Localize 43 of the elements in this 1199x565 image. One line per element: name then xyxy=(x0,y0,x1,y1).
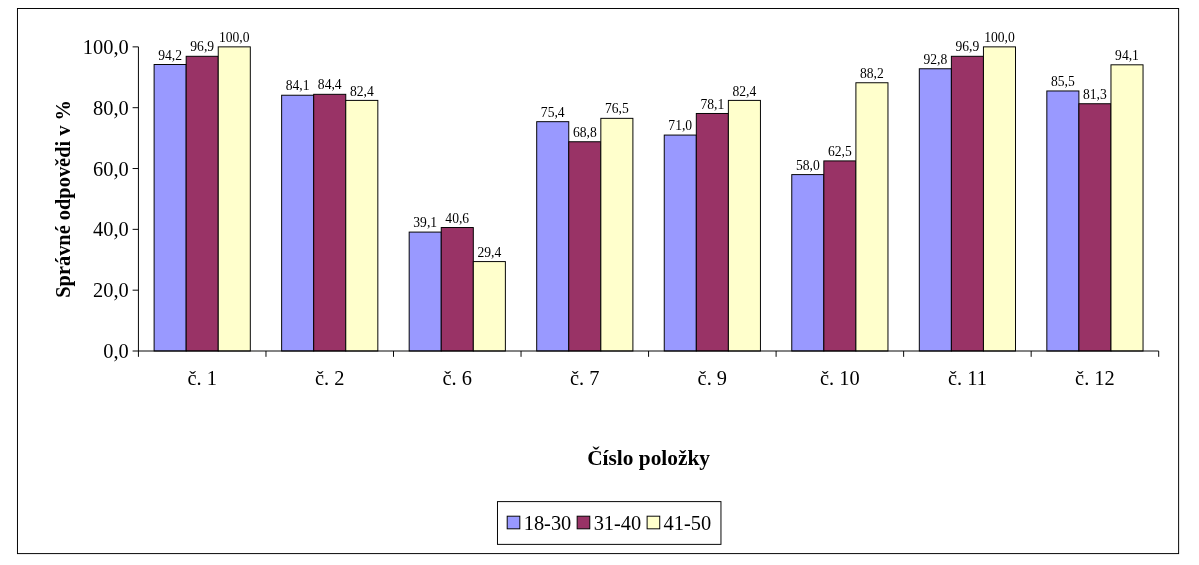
data-label: 92,8 xyxy=(923,51,948,67)
data-label: 40,6 xyxy=(445,210,470,226)
data-label: 68,8 xyxy=(572,124,597,140)
y-tick-label: 100,0 xyxy=(82,36,129,59)
y-tick-label: 40,0 xyxy=(93,218,129,241)
x-axis-title: Číslo položky xyxy=(587,445,711,470)
data-label: 29,4 xyxy=(477,244,502,260)
data-label: 84,1 xyxy=(285,78,310,94)
data-label: 88,2 xyxy=(860,65,885,81)
data-label: 82,4 xyxy=(732,83,757,99)
data-label: 58,0 xyxy=(795,157,820,173)
x-tick-label: č. 2 xyxy=(315,367,345,390)
data-label: 62,5 xyxy=(827,144,852,160)
data-label: 78,1 xyxy=(700,96,725,112)
x-tick-label: č. 1 xyxy=(187,367,217,390)
data-label: 76,5 xyxy=(604,101,629,117)
legend-label: 41-50 xyxy=(663,512,712,535)
x-tick-label: č. 6 xyxy=(442,367,472,390)
data-label: 71,0 xyxy=(668,118,693,134)
data-label: 96,9 xyxy=(955,39,980,55)
y-tick-label: 0,0 xyxy=(103,340,129,363)
x-tick-label: č. 12 xyxy=(1075,367,1115,390)
legend-label: 31-40 xyxy=(593,512,642,535)
data-label: 81,3 xyxy=(1083,86,1108,102)
data-label: 39,1 xyxy=(413,215,438,231)
x-tick-label: č. 11 xyxy=(947,367,987,390)
data-label: 82,4 xyxy=(349,83,374,99)
data-label: 75,4 xyxy=(540,104,565,120)
data-label: 94,1 xyxy=(1115,47,1139,63)
y-axis-title: Správné odpovědi v % xyxy=(52,100,76,298)
x-tick-label: č. 9 xyxy=(697,367,728,390)
data-label: 94,2 xyxy=(158,47,183,63)
data-label: 100,0 xyxy=(218,30,250,46)
x-tick-label: č. 10 xyxy=(820,367,860,390)
data-label: 96,9 xyxy=(190,39,215,55)
legend-label: 18-30 xyxy=(523,512,572,535)
y-tick-label: 20,0 xyxy=(93,279,129,302)
y-tick-label: 60,0 xyxy=(93,157,129,180)
data-label: 84,4 xyxy=(317,77,342,93)
y-tick-label: 80,0 xyxy=(93,96,129,119)
data-label: 85,5 xyxy=(1050,74,1075,90)
data-label: 100,0 xyxy=(984,30,1015,46)
x-tick-label: č. 7 xyxy=(570,367,600,390)
